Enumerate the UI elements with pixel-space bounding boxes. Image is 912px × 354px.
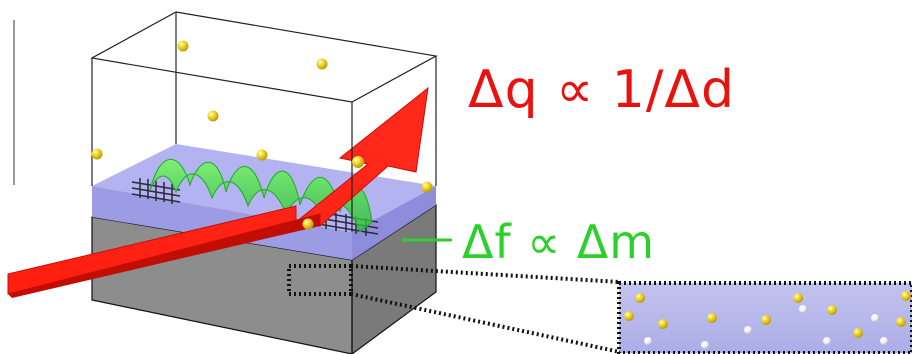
inset-connector-lines (350, 264, 621, 354)
charge-arrow (7, 86, 429, 298)
magnified-inset (617, 281, 912, 354)
floating-particles (91, 40, 433, 230)
mass-relation-label: Δf ∝ Δm (462, 215, 656, 269)
glass-box-frame (90, 11, 438, 232)
acoustic-wave (149, 158, 373, 233)
charge-relation-label: Δq ∝ 1/Δd (468, 60, 735, 120)
selection-box (287, 264, 353, 296)
